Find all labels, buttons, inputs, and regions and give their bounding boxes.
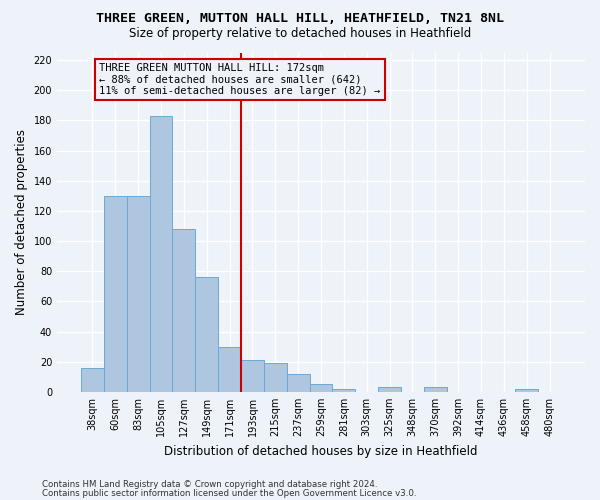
Bar (241, 360, 264, 392)
Bar (378, 388, 401, 392)
Y-axis label: Number of detached properties: Number of detached properties (15, 129, 28, 315)
Bar (127, 196, 149, 392)
Text: Size of property relative to detached houses in Heathfield: Size of property relative to detached ho… (129, 28, 471, 40)
Text: THREE GREEN, MUTTON HALL HILL, HEATHFIELD, TN21 8NL: THREE GREEN, MUTTON HALL HILL, HEATHFIEL… (96, 12, 504, 26)
Bar (218, 346, 241, 392)
Bar (310, 384, 332, 392)
Text: Contains public sector information licensed under the Open Government Licence v3: Contains public sector information licen… (42, 488, 416, 498)
Bar (81, 368, 104, 392)
Bar (264, 364, 287, 392)
X-axis label: Distribution of detached houses by size in Heathfield: Distribution of detached houses by size … (164, 444, 478, 458)
Bar (149, 116, 172, 392)
Bar (287, 374, 310, 392)
Text: Contains HM Land Registry data © Crown copyright and database right 2024.: Contains HM Land Registry data © Crown c… (42, 480, 377, 489)
Bar (424, 388, 447, 392)
Bar (332, 389, 355, 392)
Bar (172, 229, 196, 392)
Bar (104, 196, 127, 392)
Bar (196, 278, 218, 392)
Bar (515, 389, 538, 392)
Text: THREE GREEN MUTTON HALL HILL: 172sqm
← 88% of detached houses are smaller (642)
: THREE GREEN MUTTON HALL HILL: 172sqm ← 8… (100, 63, 380, 96)
